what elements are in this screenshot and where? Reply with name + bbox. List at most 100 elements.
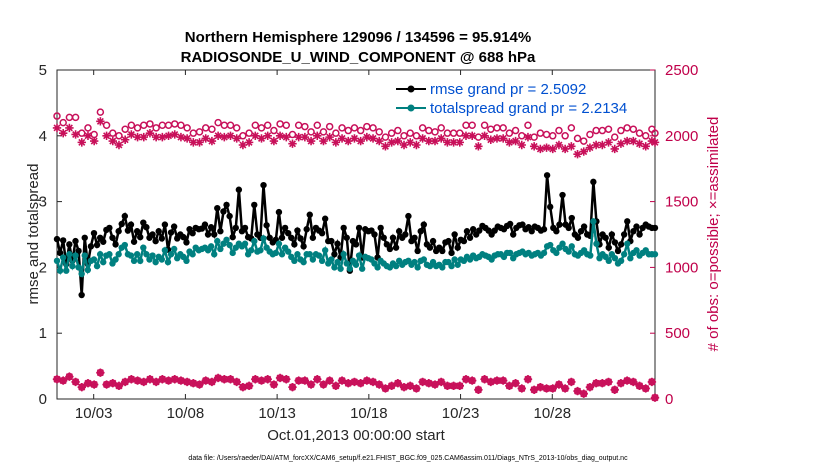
totalspread-point bbox=[100, 258, 107, 266]
assimilated_low-marker bbox=[492, 376, 502, 385]
assimilated-marker bbox=[480, 131, 489, 140]
rmse-point bbox=[81, 234, 88, 241]
rmse-point bbox=[392, 244, 400, 251]
assimilated_low-marker bbox=[523, 375, 533, 384]
totalspread-point bbox=[439, 264, 446, 271]
rmse-point bbox=[235, 186, 243, 193]
totalspread-point bbox=[627, 254, 634, 262]
totalspread-point bbox=[229, 249, 236, 257]
rmse-point bbox=[519, 221, 526, 228]
assimilated_low-marker bbox=[375, 380, 384, 389]
assimilated-marker bbox=[207, 136, 217, 146]
assimilated-marker bbox=[244, 138, 254, 147]
assimilated_low-marker bbox=[176, 376, 186, 385]
possible-marker bbox=[319, 128, 328, 136]
rmse-point bbox=[53, 235, 61, 243]
rmse-point bbox=[152, 237, 159, 245]
totalspread-point bbox=[284, 248, 292, 255]
possible-marker bbox=[474, 133, 483, 141]
possible-marker bbox=[96, 108, 105, 116]
assimilated-marker bbox=[108, 136, 117, 146]
assimilated_low-marker bbox=[424, 379, 434, 388]
assimilated-marker bbox=[393, 136, 403, 146]
assimilated_low-marker bbox=[529, 385, 539, 394]
assimilated_low-marker bbox=[89, 380, 99, 389]
assimilated_low-marker bbox=[213, 373, 223, 383]
possible-marker bbox=[480, 121, 489, 130]
assimilated-marker bbox=[145, 128, 155, 138]
assimilated-marker bbox=[337, 134, 347, 143]
rmse-point bbox=[189, 229, 196, 237]
assimilated-marker bbox=[523, 132, 533, 142]
assimilated-marker bbox=[195, 138, 204, 147]
totalspread-point bbox=[121, 241, 129, 249]
rmse-point bbox=[383, 241, 391, 248]
totalspread-point bbox=[167, 251, 175, 258]
assimilated_low-marker bbox=[300, 376, 310, 385]
assimilated_low-marker bbox=[220, 375, 229, 384]
plot-area bbox=[56, 69, 656, 400]
totalspread-point bbox=[414, 264, 421, 271]
possible-marker bbox=[282, 121, 291, 130]
assimilated-marker bbox=[529, 142, 539, 151]
rmse-point bbox=[454, 244, 461, 251]
assimilated-marker bbox=[650, 138, 660, 147]
possible-marker bbox=[313, 121, 322, 130]
x-axis-label: Oct.01,2013 00:00:00 start bbox=[267, 427, 445, 444]
assimilated_low-marker bbox=[647, 377, 657, 387]
assimilated_low-marker bbox=[195, 380, 204, 389]
assimilated_low-marker bbox=[517, 384, 526, 393]
assimilated_low-marker bbox=[96, 368, 105, 377]
assimilated_low-marker bbox=[238, 382, 248, 392]
rmse-point bbox=[297, 235, 304, 242]
legend-spread-label: totalspread grand pr = 2.2134 bbox=[430, 100, 627, 117]
assimilated-marker bbox=[356, 136, 365, 146]
totalspread-point bbox=[137, 257, 144, 265]
rmse-point bbox=[395, 228, 403, 235]
rmse-point bbox=[389, 234, 397, 241]
assimilated-marker bbox=[176, 132, 186, 142]
totalspread-point bbox=[217, 245, 224, 253]
assimilated_low-marker bbox=[313, 375, 322, 384]
assimilated_low-marker bbox=[455, 381, 464, 391]
possible-marker bbox=[518, 132, 526, 140]
assimilated-marker bbox=[213, 131, 223, 140]
assimilated_low-marker bbox=[610, 385, 619, 394]
totalspread-point bbox=[93, 262, 101, 270]
assimilated-marker bbox=[331, 138, 341, 147]
assimilated-marker bbox=[158, 132, 167, 142]
assimilated-marker bbox=[120, 135, 130, 144]
totalspread-point bbox=[112, 256, 119, 263]
rmse-point bbox=[377, 224, 384, 232]
rmse-point bbox=[112, 241, 119, 248]
assimilated_low-marker bbox=[542, 384, 551, 393]
assimilated_low-marker bbox=[498, 376, 508, 385]
rmse-point bbox=[420, 221, 428, 228]
assimilated_low-marker bbox=[443, 381, 452, 391]
rmse-point bbox=[300, 243, 307, 250]
rmse-point bbox=[620, 231, 628, 238]
rmse-point bbox=[201, 221, 209, 228]
assimilated_low-marker bbox=[325, 376, 334, 385]
possible-marker bbox=[183, 124, 191, 132]
assimilated-marker bbox=[362, 132, 372, 142]
assimilated_low-marker bbox=[412, 384, 421, 393]
assimilated-marker bbox=[430, 136, 440, 146]
assimilated_low-marker bbox=[232, 377, 241, 387]
assimilated-marker bbox=[350, 134, 359, 143]
totalspread-point bbox=[78, 270, 85, 278]
assimilated-marker bbox=[114, 140, 124, 150]
rmse-point bbox=[241, 224, 249, 232]
assimilated-marker bbox=[251, 131, 260, 140]
legend-rmse-marker bbox=[407, 85, 415, 93]
rmse-point bbox=[294, 227, 301, 234]
legend-rmse-label: rmse grand pr = 2.5092 bbox=[430, 81, 586, 98]
assimilated_low-marker bbox=[133, 376, 142, 385]
assimilated-marker bbox=[139, 132, 148, 142]
x-tick-label: 10/08 bbox=[167, 405, 205, 422]
possible-marker bbox=[604, 125, 613, 133]
assimilated_low-marker bbox=[331, 381, 341, 391]
assimilated-marker bbox=[635, 139, 644, 148]
totalspread-point bbox=[454, 261, 461, 268]
possible-marker bbox=[418, 124, 427, 132]
